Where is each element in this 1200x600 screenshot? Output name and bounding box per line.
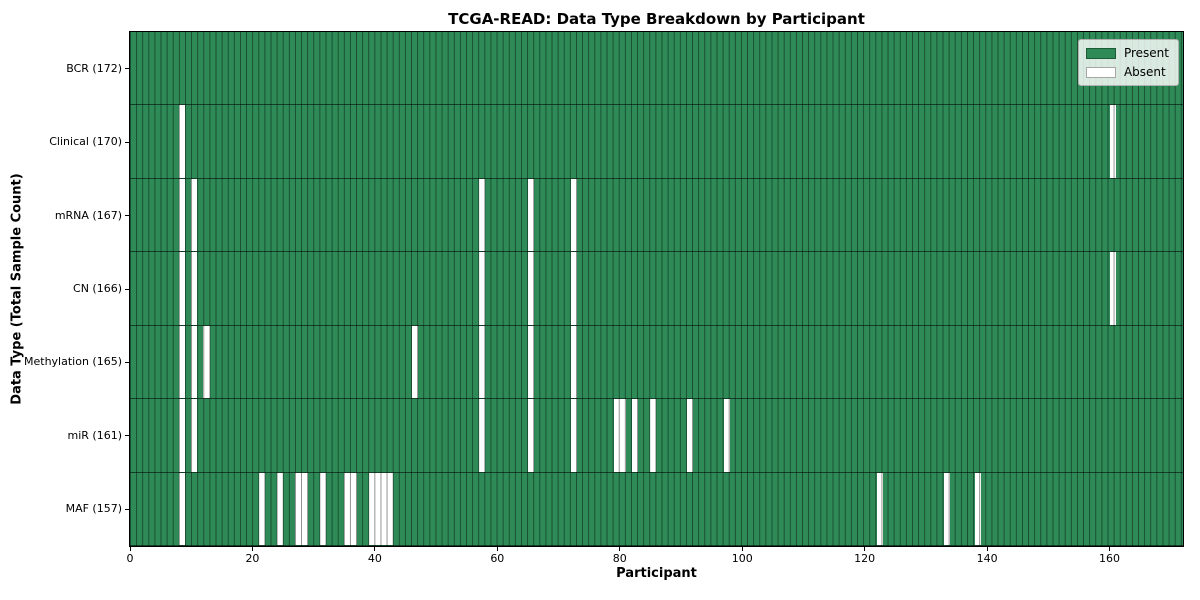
absent-cell — [178, 178, 186, 252]
absent-cell — [723, 399, 730, 472]
y-tick-label-bcr: BCR (172) — [66, 61, 122, 75]
absent-cell — [527, 399, 535, 472]
x-tick-mark — [864, 547, 866, 551]
absent-cell — [944, 472, 951, 545]
y-tick-label-maf: MAF (157) — [65, 502, 122, 516]
y-tick-mark — [125, 361, 129, 363]
heatmap-row-maf — [130, 472, 1183, 546]
y-tick-label-methylation: Methylation (165) — [24, 355, 122, 369]
x-tick-mark — [986, 547, 988, 551]
x-tick-label: 100 — [731, 552, 753, 565]
x-tick-label: 0 — [126, 552, 134, 565]
legend: Present Absent — [1077, 39, 1179, 86]
absent-cell — [387, 472, 394, 545]
chart-title: TCGA-READ: Data Type Breakdown by Partic… — [448, 10, 865, 28]
absent-cell — [478, 325, 486, 399]
absent-cell — [178, 105, 186, 178]
absent-cell — [368, 472, 375, 545]
y-tick-mark — [125, 141, 129, 143]
absent-cell — [191, 252, 198, 325]
absent-cell — [295, 472, 302, 545]
heatmap-row-cn — [130, 252, 1183, 326]
x-axis-label: Participant — [616, 566, 697, 581]
absent-cell — [570, 178, 577, 252]
legend-swatch-present — [1085, 47, 1116, 59]
y-tick-mark — [125, 68, 129, 70]
heatmap-row-clinical — [130, 105, 1183, 179]
absent-cell — [1109, 252, 1116, 325]
y-tick-mark — [125, 508, 129, 510]
absent-cell — [613, 399, 620, 472]
absent-cell — [570, 252, 577, 325]
x-tick-label: 80 — [612, 552, 627, 565]
absent-cell — [974, 472, 981, 545]
x-tick-label: 160 — [1099, 552, 1121, 565]
absent-cell — [478, 252, 486, 325]
x-tick-mark — [1109, 547, 1111, 551]
x-tick-mark — [741, 547, 743, 551]
y-tick-label-clinical: Clinical (170) — [49, 135, 122, 149]
absent-cell — [191, 178, 198, 252]
absent-cell — [191, 325, 198, 399]
heatmap-plot-area — [129, 31, 1184, 547]
absent-cell — [319, 472, 326, 545]
absent-cell — [527, 325, 535, 399]
absent-cell — [191, 399, 198, 472]
absent-cell — [411, 325, 418, 399]
absent-cell — [478, 178, 486, 252]
x-tick-label: 60 — [490, 552, 505, 565]
absent-cell — [178, 325, 186, 399]
x-tick-mark — [129, 547, 131, 551]
y-tick-label-mrna: mRNA (167) — [54, 208, 122, 222]
absent-cell — [650, 399, 657, 472]
absent-cell — [276, 472, 284, 545]
x-tick-label: 40 — [367, 552, 382, 565]
absent-cell — [203, 325, 210, 399]
absent-cell — [178, 252, 186, 325]
absent-cell — [374, 472, 381, 545]
absent-cell — [178, 472, 186, 545]
absent-cell — [876, 472, 883, 545]
legend-item-present: Present — [1085, 46, 1169, 60]
x-tick-mark — [496, 547, 498, 551]
absent-cell — [1109, 105, 1116, 178]
absent-cell — [570, 399, 577, 472]
absent-cell — [527, 252, 535, 325]
absent-cell — [527, 178, 535, 252]
x-tick-mark — [374, 547, 376, 551]
absent-cell — [344, 472, 351, 545]
x-tick-label: 120 — [854, 552, 876, 565]
legend-swatch-absent — [1085, 66, 1116, 78]
heatmap-row-methylation — [130, 325, 1183, 400]
y-tick-mark — [125, 215, 129, 217]
x-tick-label: 20 — [245, 552, 260, 565]
absent-cell — [619, 399, 626, 472]
legend-label: Absent — [1123, 65, 1166, 79]
absent-cell — [632, 399, 639, 472]
y-tick-mark — [125, 435, 129, 437]
heatmap-row-bcr — [130, 32, 1183, 106]
absent-cell — [381, 472, 388, 545]
absent-cell — [687, 399, 694, 472]
absent-cell — [570, 325, 577, 399]
x-tick-mark — [619, 547, 621, 551]
absent-cell — [258, 472, 265, 545]
absent-cell — [301, 472, 308, 545]
absent-cell — [350, 472, 357, 545]
y-tick-label-cn: CN (166) — [73, 282, 122, 295]
heatmap-row-mrna — [130, 178, 1183, 253]
heatmap-row-mir — [130, 399, 1183, 473]
absent-cell — [478, 399, 486, 472]
x-tick-mark — [251, 547, 253, 551]
y-tick-label-mir: miR (161) — [67, 428, 123, 442]
y-tick-mark — [125, 288, 129, 290]
legend-item-absent: Absent — [1085, 65, 1169, 79]
legend-label: Present — [1123, 46, 1169, 60]
x-tick-label: 140 — [976, 552, 998, 565]
absent-cell — [178, 399, 186, 472]
